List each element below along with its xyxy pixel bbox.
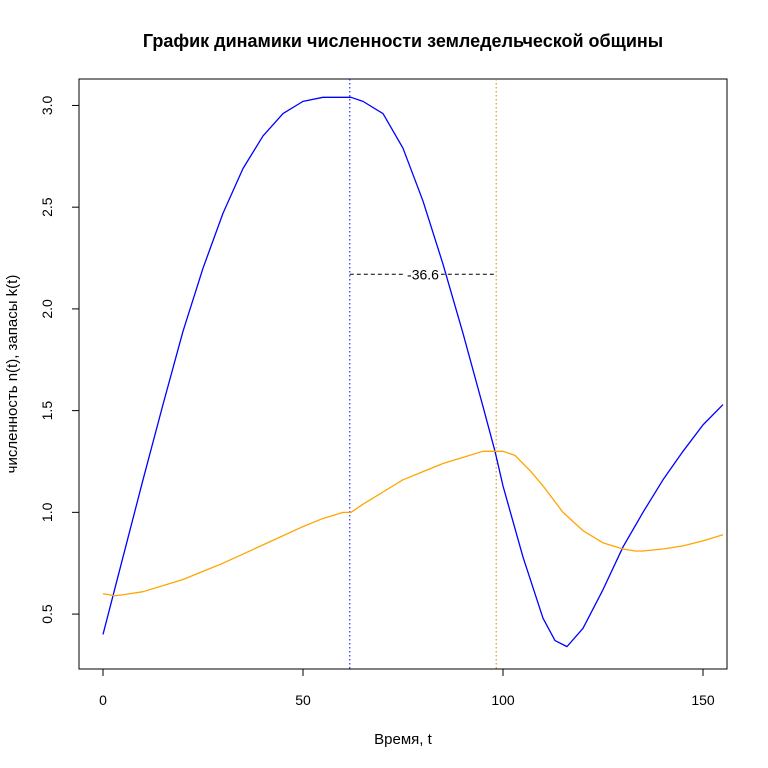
y-tick-label: 2.5 (39, 197, 55, 217)
y-tick-label: 0.5 (39, 604, 55, 624)
annotation-label-background (405, 266, 441, 283)
x-tick-label: 150 (691, 692, 715, 708)
plot-area-frame (78, 78, 728, 670)
y-tick-label: 3.0 (39, 96, 55, 116)
y-axis: 0.5 1.0 1.5 2.0 2.5 3.0 (39, 96, 80, 624)
difference-annotation: -36.6 (349, 266, 497, 283)
series-line-2 (102, 450, 724, 597)
x-tick-label: 100 (491, 692, 515, 708)
chart-title: График динамики численности земледельчес… (143, 31, 663, 51)
x-axis: 0 50 100 150 (99, 668, 715, 708)
series-line-1 (102, 96, 724, 648)
y-tick-label: 1.5 (39, 401, 55, 421)
y-axis-label: численность n(t), запасы k(t) (4, 275, 21, 474)
x-tick-label: 50 (295, 692, 311, 708)
annotation-label: -36.6 (407, 266, 439, 282)
y-tick-label: 1.0 (39, 502, 55, 522)
x-axis-label: Время, t (374, 731, 432, 748)
x-tick-label: 0 (99, 692, 107, 708)
series-lines (102, 96, 724, 648)
y-tick-label: 2.0 (39, 299, 55, 319)
